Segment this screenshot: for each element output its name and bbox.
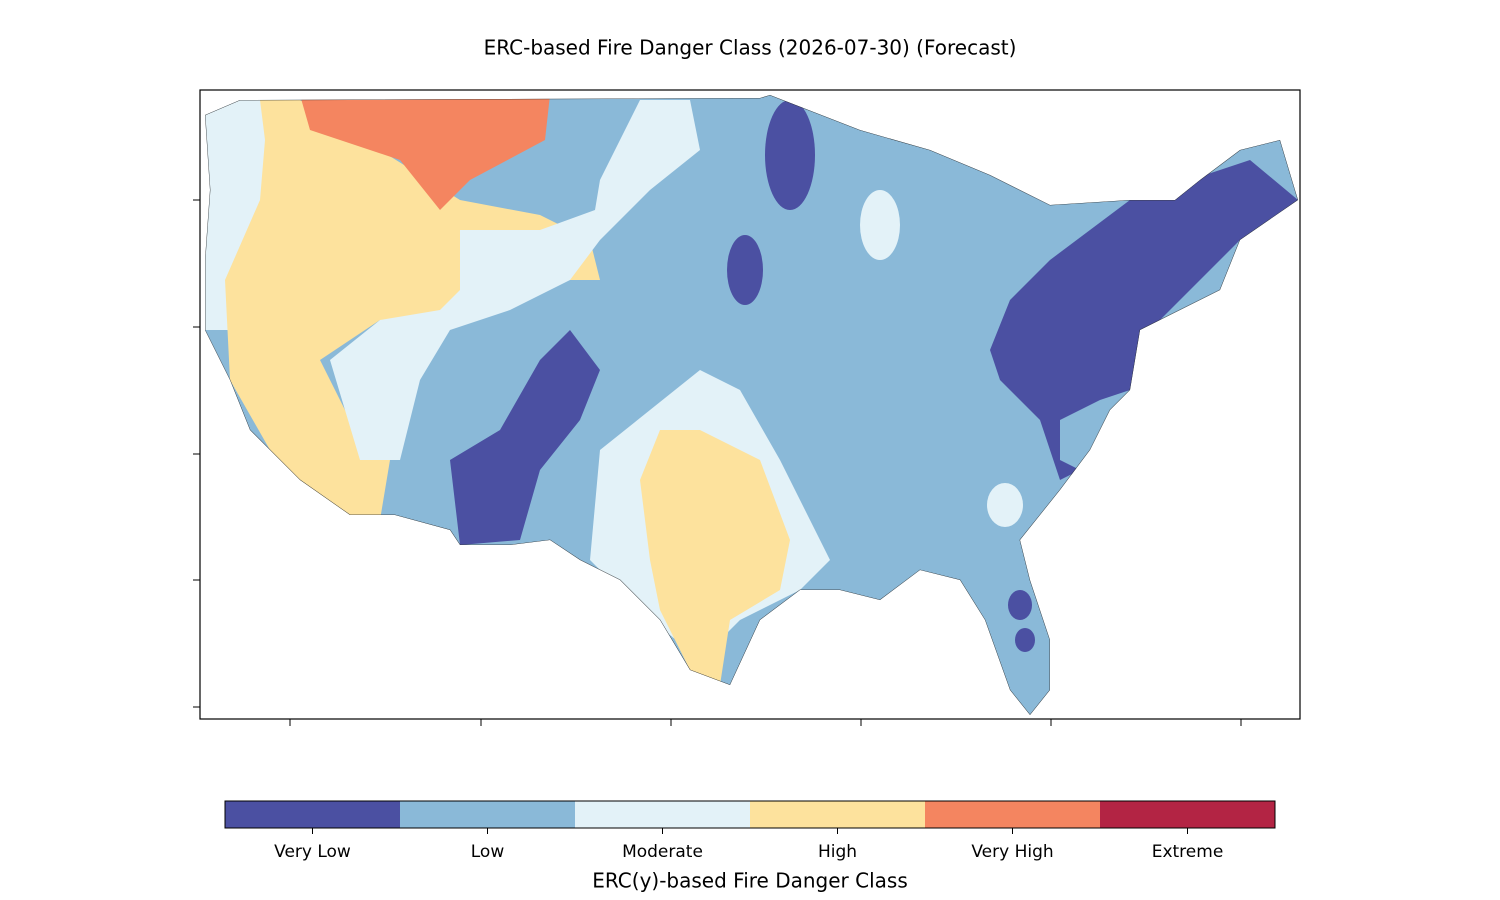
colorbar-segment (925, 801, 1100, 828)
colorbar-segment (575, 801, 750, 828)
map-title: ERC-based Fire Danger Class (2026-07-30)… (484, 36, 1017, 60)
region (765, 100, 815, 210)
colorbar-segment (400, 801, 575, 828)
border (205, 95, 1298, 715)
region (727, 235, 763, 305)
colorbar-segment (225, 801, 400, 828)
map (205, 95, 1298, 715)
axes-frame (199, 89, 1301, 720)
region (1008, 590, 1032, 620)
colorbar: Very Low Low Moderate High Very High Extreme (225, 801, 1275, 862)
colorbar-segment (750, 801, 925, 828)
axis-ticks (193, 199, 1242, 726)
region (990, 160, 1298, 480)
region (450, 330, 600, 545)
region (300, 95, 550, 210)
colorbar-tick-label: Extreme (1152, 842, 1224, 862)
region (860, 190, 900, 260)
colorbar-tick-label: Very High (971, 842, 1053, 862)
region (987, 483, 1023, 527)
region (225, 100, 600, 520)
colorbar-segment (1100, 801, 1275, 828)
colorbar-frame (224, 800, 1276, 829)
region (640, 430, 790, 685)
region (330, 100, 700, 460)
colorbar-tick-label: Low (471, 842, 505, 862)
colorbar-tick-label: Moderate (622, 842, 703, 862)
colorbar-tick-label: High (818, 842, 857, 862)
colorbar-tick-label: Very Low (274, 842, 351, 862)
region (1015, 628, 1035, 652)
colorbar-label: ERC(y)-based Fire Danger Class (592, 869, 907, 893)
